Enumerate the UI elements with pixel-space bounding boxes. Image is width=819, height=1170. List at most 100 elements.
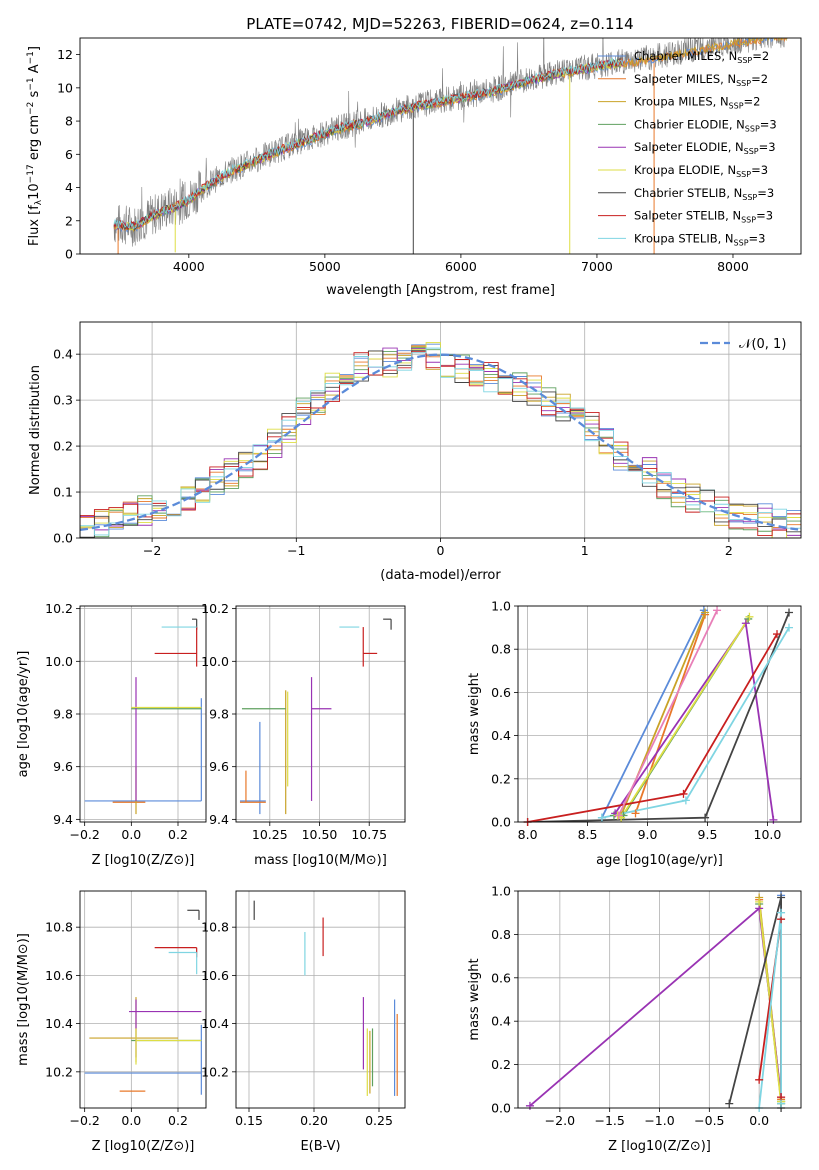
y-axis-label-part: −1 bbox=[26, 51, 36, 64]
x-tick-label: 0.2 bbox=[168, 827, 188, 842]
weight-line bbox=[617, 609, 718, 816]
weight-marker bbox=[701, 608, 710, 617]
x-axis-label: Z [log10(Z/Z⊙)] bbox=[608, 1139, 711, 1154]
axes-frame bbox=[517, 605, 802, 823]
legend-label-sub: SSP bbox=[729, 102, 744, 111]
y-tick-label: 10.0 bbox=[201, 654, 229, 669]
y-tick-label: 0.3 bbox=[53, 393, 73, 408]
weight-marker bbox=[679, 789, 688, 798]
weight-marker bbox=[681, 796, 690, 805]
legend-label-text: Salpeter ELODIE, N bbox=[634, 140, 744, 154]
weight-line bbox=[527, 612, 790, 822]
weight-marker bbox=[769, 815, 778, 824]
x-tick-label: −0.5 bbox=[694, 1113, 724, 1128]
y-tick-label: 0.4 bbox=[491, 728, 511, 743]
x-axis-label: Z [log10(Z/Z⊙)] bbox=[92, 853, 195, 868]
y-tick-label: 1.0 bbox=[491, 599, 511, 614]
y-tick-label: 9.6 bbox=[209, 759, 229, 774]
legend-label-sub: SSP bbox=[741, 216, 756, 225]
y-axis-label: Normed distribution bbox=[28, 365, 43, 495]
y-tick-label: 0.2 bbox=[491, 1057, 511, 1072]
x-tick-label: 10.50 bbox=[302, 827, 338, 842]
x-tick-label: 0.25 bbox=[365, 1113, 393, 1128]
legend-label-text: Kroupa MILES, N bbox=[634, 95, 729, 109]
legend-label: Kroupa ELODIE, NSSP=3 bbox=[634, 163, 768, 179]
panel-residuals: −2 −1 0 1 2 0.0 0.1 0.2 0.3 0.4 (data-model)/error… bbox=[28, 321, 802, 583]
plot-area bbox=[84, 909, 202, 1095]
x-tick-label: 4000 bbox=[173, 259, 205, 274]
x-tick-label: 0.20 bbox=[300, 1113, 328, 1128]
weight-line bbox=[728, 897, 782, 1108]
x-tick-label: 5000 bbox=[309, 259, 341, 274]
x-tick-label: −2 bbox=[143, 543, 161, 558]
y-axis-label: mass weight bbox=[467, 958, 482, 1040]
model-spectrum bbox=[113, 38, 788, 233]
x-tick-label: −2.0 bbox=[545, 1113, 575, 1128]
x-axis-label: Z [log10(Z/Z⊙)] bbox=[92, 1139, 195, 1154]
panel-mass-vs-ebv: 0.15 0.20 0.25 10.2 10.4 10.6 10.8 E(B-V) bbox=[201, 890, 406, 1154]
axes-frame bbox=[79, 605, 207, 823]
weight-marker bbox=[745, 612, 754, 621]
y-tick-label: 10.4 bbox=[201, 1016, 229, 1031]
y-tick-label: 2 bbox=[65, 213, 73, 228]
legend-label: Kroupa STELIB, NSSP=3 bbox=[634, 231, 765, 247]
y-tick-label: 10.4 bbox=[45, 1016, 73, 1031]
legend-label-text: Chabrier STELIB, N bbox=[634, 186, 742, 200]
axes-frame bbox=[79, 37, 802, 255]
x-tick-label: −1.5 bbox=[594, 1113, 624, 1128]
x-tick-label: 10.25 bbox=[252, 827, 288, 842]
legend-label-sub: SSP bbox=[737, 56, 752, 65]
x-tick-label: 0.2 bbox=[168, 1113, 188, 1128]
y-axis-label: mass weight bbox=[467, 673, 482, 755]
legend-label-suffix: =3 bbox=[760, 117, 777, 131]
x-tick-label: −1.0 bbox=[644, 1113, 674, 1128]
y-axis-label-part: λ bbox=[34, 199, 44, 205]
legend-label-text: Kroupa ELODIE, N bbox=[634, 163, 736, 177]
axes-frame bbox=[79, 321, 802, 539]
y-tick-label: 10.2 bbox=[201, 601, 229, 616]
weight-line bbox=[601, 609, 705, 819]
weight-marker bbox=[777, 908, 786, 917]
panel-spectrum: 4000 5000 6000 7000 8000 0 2 4 6 8 10 12 wavelength … bbox=[26, 37, 802, 298]
weight-marker bbox=[631, 809, 640, 818]
plot-area bbox=[253, 900, 398, 1096]
y-tick-label: 0.4 bbox=[53, 347, 73, 362]
model-spectrum bbox=[113, 38, 785, 233]
y-tick-label: 0.0 bbox=[491, 1101, 511, 1116]
plot-area bbox=[239, 618, 392, 815]
residual-histogram bbox=[80, 347, 801, 538]
y-tick-label: 10.0 bbox=[45, 654, 73, 669]
y-axis-label-part: ] bbox=[27, 46, 42, 51]
weight-line bbox=[634, 614, 706, 814]
legend-label-sub: SSP bbox=[736, 79, 751, 88]
x-tick-label: 8.0 bbox=[518, 827, 538, 842]
axes-frame bbox=[235, 605, 406, 823]
x-axis-label: E(B-V) bbox=[300, 1139, 340, 1154]
weight-marker bbox=[597, 813, 606, 822]
y-axis-label-part: −2 bbox=[26, 102, 36, 115]
y-tick-label: 0.8 bbox=[491, 642, 511, 657]
axes-frame bbox=[235, 890, 406, 1109]
panel-mass-vs-Z: −0.2 0.0 0.2 10.2 10.4 10.6 10.8 Z [log10(Z/Z⊙)… bbox=[16, 890, 207, 1154]
legend-label: Salpeter STELIB, NSSP=3 bbox=[634, 209, 773, 225]
legend-label-sub: SSP bbox=[734, 238, 749, 247]
panel-weight-vs-age: 8.0 8.5 9.0 9.5 10.0 0.0 0.2 0.4 0.6 0.8 1.0 age [l… bbox=[467, 599, 802, 868]
weight-marker bbox=[701, 813, 710, 822]
panel-age-vs-Z: −0.2 0.0 0.2 9.4 9.6 9.8 10.0 10.2 Z [log10(Z/Z⊙… bbox=[16, 601, 207, 868]
weight-marker bbox=[785, 608, 794, 617]
legend-label: Chabrier MILES, NSSP=2 bbox=[634, 49, 769, 65]
y-tick-label: 0.4 bbox=[491, 1014, 511, 1029]
x-tick-label: 1 bbox=[581, 543, 589, 558]
y-tick-label: 9.4 bbox=[53, 812, 73, 827]
legend-label-suffix: =3 bbox=[756, 209, 773, 223]
legend-label-suffix: =3 bbox=[759, 140, 776, 154]
weight-marker bbox=[614, 811, 623, 820]
y-tick-label: 12 bbox=[57, 47, 73, 62]
y-axis-label-part: Flux [f bbox=[27, 205, 42, 246]
y-tick-label: 0.0 bbox=[491, 815, 511, 830]
weight-marker bbox=[755, 897, 764, 906]
x-tick-label: 9.0 bbox=[638, 827, 658, 842]
weight-marker bbox=[785, 623, 794, 632]
legend-label-sub: SSP bbox=[742, 193, 757, 202]
